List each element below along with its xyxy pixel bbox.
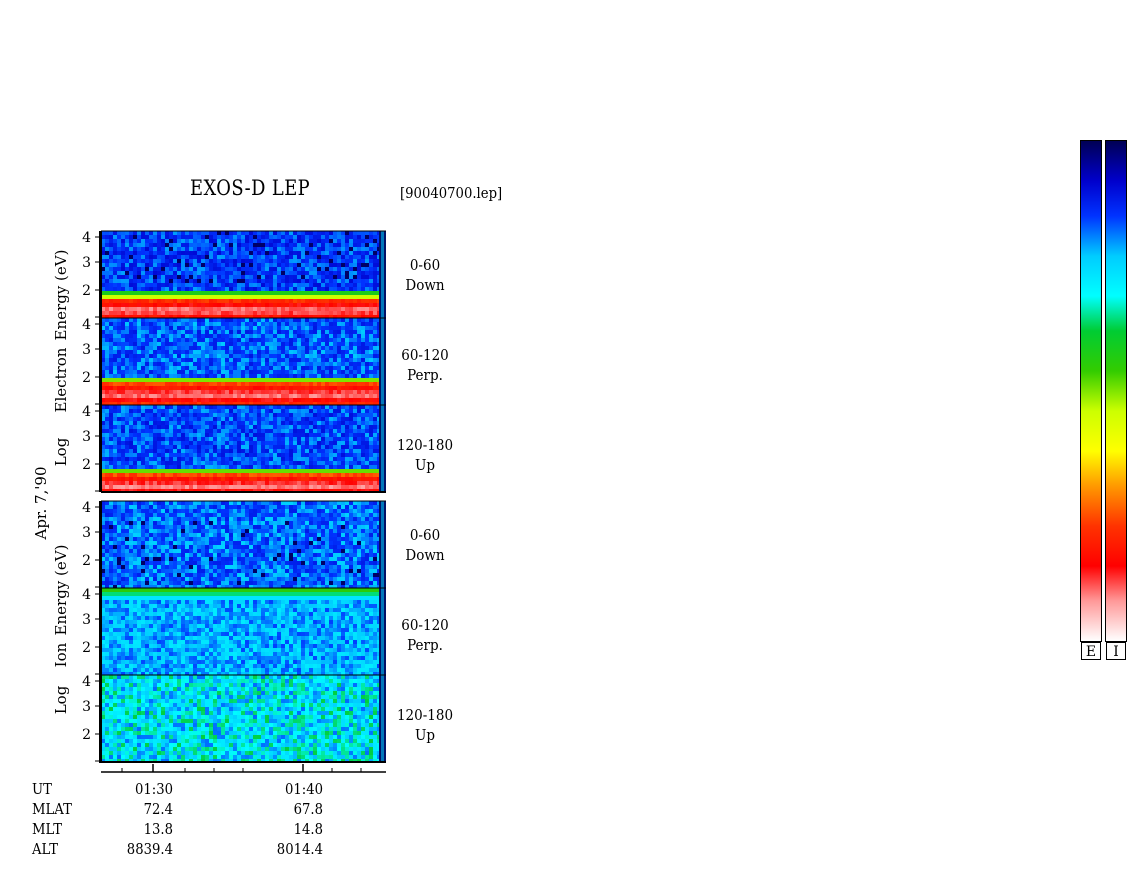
panel-range-label: 120-180 (396, 436, 454, 454)
y-tick-label: 4 (82, 317, 91, 333)
chart-title: EXOS-D LEP (190, 176, 311, 200)
footer-ut-value-1: 01:30 (134, 780, 173, 798)
panel-label-e-down: 0-60 Down (385, 255, 466, 295)
footer-ut-value-2: 01:40 (284, 780, 323, 798)
y-tick-label: 4 (82, 500, 91, 516)
footer-name-mlat: MLAT (32, 800, 72, 818)
electron-ylabel-energy: Energy (eV) (52, 249, 70, 341)
file-name: [90040700.lep] (400, 184, 503, 202)
spectrogram-layer (101, 231, 386, 763)
footer-alt-value-2: 8014.4 (276, 840, 323, 858)
y-tick-label: 3 (82, 255, 91, 271)
y-tick-label: 2 (82, 457, 91, 473)
footer-name-ut: UT (32, 780, 52, 798)
y-tick-label: 2 (82, 370, 91, 386)
electron-ylabel-log: Log (52, 437, 70, 467)
colorbar-electron (1080, 140, 1102, 642)
footer-name-mlt: MLT (32, 820, 63, 838)
ion-ylabel-species: Ion (52, 642, 70, 668)
panel-label-e-perp: 60-120 Perp. (385, 345, 466, 385)
footer-name-alt: ALT (32, 840, 59, 858)
panel-range-label: 120-180 (396, 706, 454, 724)
panel-range-label: 60-120 (401, 616, 449, 634)
spectrogram-panel (101, 231, 386, 319)
y-tick-label: 3 (82, 525, 91, 541)
panel-range-label: 60-120 (401, 346, 449, 364)
panel-label-i-up: 120-180 Up (385, 705, 466, 745)
footer-mlt-value-1: 13.8 (143, 820, 173, 838)
spectrogram-panel (101, 588, 386, 676)
spectrogram-panel (101, 501, 386, 589)
y-tick-label: 3 (82, 699, 91, 715)
panel-dir-label: Up (414, 456, 436, 474)
footer-alt-value-1: 8839.4 (126, 840, 173, 858)
ion-ylabel-energy: Energy (eV) (52, 544, 70, 636)
footer-mlat-value-1: 72.4 (143, 800, 173, 818)
y-axis-line-ion (99, 501, 102, 763)
y-tick-label: 4 (82, 230, 91, 246)
y-axis-line-electron (99, 231, 102, 492)
footer-mlt-value-2: 14.8 (293, 820, 323, 838)
panel-range-label: 0-60 (409, 526, 441, 544)
spectrogram-panel (101, 318, 386, 406)
panel-label-i-down: 0-60 Down (385, 525, 466, 565)
y-tick-label: 3 (82, 612, 91, 628)
y-tick-label: 4 (82, 587, 91, 603)
ion-ylabel-log: Log (52, 685, 70, 715)
spectrogram-panel (101, 405, 386, 493)
panel-label-e-up: 120-180 Up (385, 435, 466, 475)
panel-range-label: 0-60 (409, 256, 441, 274)
panel-dir-label: Down (405, 546, 445, 564)
y-tick-label: 2 (82, 727, 91, 743)
colorbar-label-e: E (1081, 642, 1101, 660)
panel-dir-label: Perp. (407, 636, 443, 654)
y-tick-label: 4 (82, 674, 91, 690)
y-tick-label: 2 (82, 640, 91, 656)
y-tick-label: 2 (82, 553, 91, 569)
y-tick-label: 3 (82, 429, 91, 445)
footer-mlat-value-2: 67.8 (293, 800, 323, 818)
panel-label-i-perp: 60-120 Perp. (385, 615, 466, 655)
y-tick-label: 2 (82, 283, 91, 299)
panel-dir-label: Up (414, 726, 436, 744)
y-tick-label: 4 (82, 404, 91, 420)
panel-dir-label: Perp. (407, 366, 443, 384)
y-tick-label: 3 (82, 342, 91, 358)
colorbar-label-i: I (1106, 642, 1126, 660)
electron-ylabel-species: Electron (52, 347, 70, 413)
axis-layer: 4 3 2 4 3 2 4 3 2 4 3 2 4 3 2 4 3 2 (82, 230, 386, 773)
colorbar-ion (1105, 140, 1127, 642)
spectrogram-panel (101, 675, 386, 763)
date-label: Apr. 7,'90 (32, 466, 50, 540)
panel-dir-label: Down (405, 276, 445, 294)
